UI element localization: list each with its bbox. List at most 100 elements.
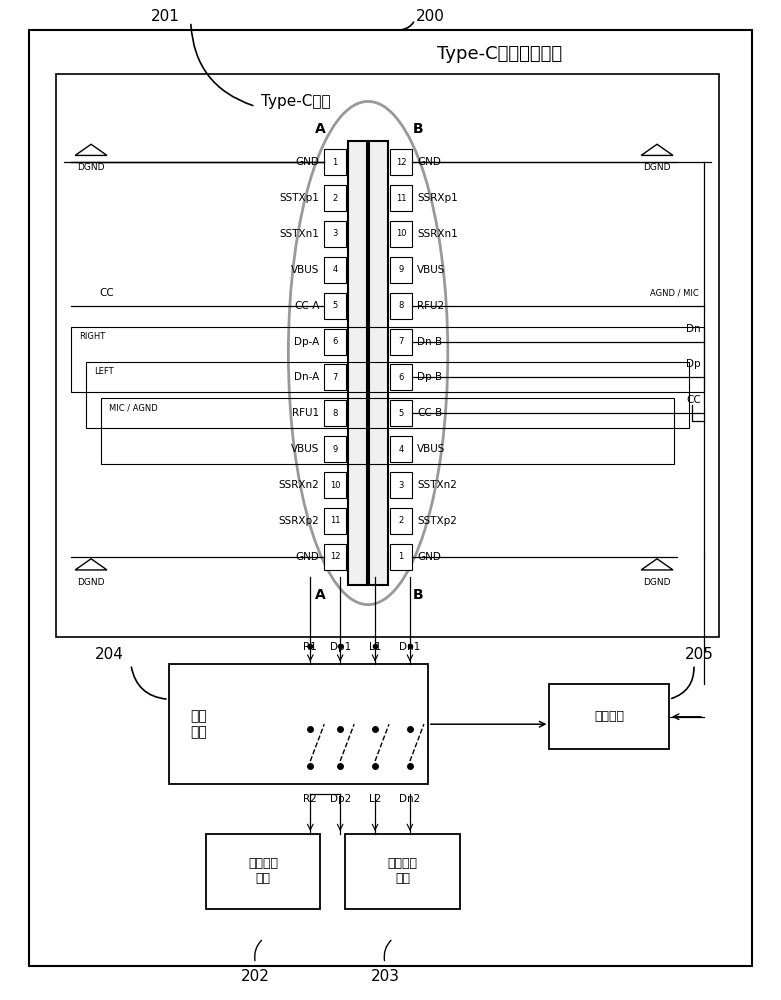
Text: R1: R1 bbox=[303, 642, 317, 652]
Text: B: B bbox=[412, 122, 423, 136]
Text: 202: 202 bbox=[241, 969, 270, 984]
Text: Dn: Dn bbox=[686, 324, 701, 334]
Bar bbox=[324, 400, 346, 426]
Text: L2: L2 bbox=[369, 794, 381, 804]
Text: SSTXp1: SSTXp1 bbox=[280, 193, 319, 203]
Bar bbox=[86, 362, 689, 428]
Bar bbox=[324, 544, 346, 570]
Text: DGND: DGND bbox=[77, 578, 105, 587]
Bar bbox=[56, 74, 719, 637]
Text: Type-C接口控制电路: Type-C接口控制电路 bbox=[437, 45, 562, 63]
Text: Dn-B: Dn-B bbox=[417, 337, 442, 347]
Text: CC: CC bbox=[686, 395, 701, 405]
Text: SSTXn1: SSTXn1 bbox=[280, 229, 319, 239]
Text: GND: GND bbox=[417, 552, 440, 562]
Bar bbox=[390, 364, 412, 390]
Text: 检测模块: 检测模块 bbox=[594, 710, 624, 723]
Text: L1: L1 bbox=[369, 642, 381, 652]
Bar bbox=[324, 508, 346, 534]
Text: 201: 201 bbox=[152, 9, 180, 24]
Text: Dp-A: Dp-A bbox=[294, 337, 319, 347]
Text: Dn-A: Dn-A bbox=[294, 372, 319, 382]
Text: GND: GND bbox=[417, 157, 440, 167]
Text: 2: 2 bbox=[333, 194, 338, 203]
Bar bbox=[390, 257, 412, 283]
Text: RFU2: RFU2 bbox=[417, 301, 444, 311]
Text: CC: CC bbox=[99, 288, 114, 298]
Text: MIC / AGND: MIC / AGND bbox=[109, 403, 158, 412]
Text: Dp2: Dp2 bbox=[330, 794, 351, 804]
Text: SSRXp2: SSRXp2 bbox=[279, 516, 319, 526]
Text: 9: 9 bbox=[333, 445, 338, 454]
Text: 8: 8 bbox=[398, 301, 404, 310]
Text: 200: 200 bbox=[415, 9, 444, 24]
Bar bbox=[549, 684, 669, 749]
Text: DGND: DGND bbox=[644, 163, 671, 172]
Text: 10: 10 bbox=[396, 229, 406, 238]
Text: 开关
模块: 开关 模块 bbox=[191, 709, 207, 739]
Text: 10: 10 bbox=[330, 481, 341, 490]
Text: GND: GND bbox=[295, 552, 319, 562]
Bar bbox=[345, 834, 460, 909]
Text: LEFT: LEFT bbox=[94, 367, 114, 376]
Text: 6: 6 bbox=[398, 373, 404, 382]
Text: SSRXn2: SSRXn2 bbox=[279, 480, 319, 490]
Text: 7: 7 bbox=[398, 337, 404, 346]
Bar bbox=[324, 472, 346, 498]
Bar bbox=[348, 141, 367, 585]
Text: A: A bbox=[315, 122, 326, 136]
Bar bbox=[324, 329, 346, 355]
Bar bbox=[324, 257, 346, 283]
Text: 第二传输
模块: 第二传输 模块 bbox=[387, 857, 418, 885]
Bar bbox=[324, 364, 346, 390]
Text: CC-A: CC-A bbox=[294, 301, 319, 311]
Text: Dp: Dp bbox=[686, 359, 701, 369]
Text: 203: 203 bbox=[370, 969, 400, 984]
Text: B: B bbox=[412, 588, 423, 602]
Text: DGND: DGND bbox=[644, 578, 671, 587]
Text: 5: 5 bbox=[333, 301, 338, 310]
Bar bbox=[390, 472, 412, 498]
Text: Type-C接口: Type-C接口 bbox=[261, 94, 330, 109]
Bar bbox=[324, 436, 346, 462]
Text: GND: GND bbox=[295, 157, 319, 167]
Bar bbox=[369, 141, 388, 585]
Text: 3: 3 bbox=[333, 229, 338, 238]
Text: CC-B: CC-B bbox=[417, 408, 442, 418]
Text: Dn1: Dn1 bbox=[399, 642, 420, 652]
Text: RIGHT: RIGHT bbox=[79, 332, 105, 341]
Bar bbox=[71, 327, 704, 392]
Bar bbox=[324, 221, 346, 247]
Bar bbox=[390, 400, 412, 426]
Text: 6: 6 bbox=[333, 337, 338, 346]
Text: 205: 205 bbox=[684, 647, 713, 662]
Text: 1: 1 bbox=[333, 158, 338, 167]
Bar bbox=[324, 185, 346, 211]
Bar bbox=[205, 834, 320, 909]
Bar bbox=[390, 436, 412, 462]
Text: VBUS: VBUS bbox=[417, 265, 445, 275]
Bar bbox=[324, 149, 346, 175]
Text: 11: 11 bbox=[330, 516, 341, 525]
Text: 4: 4 bbox=[333, 265, 338, 274]
Text: SSTXn2: SSTXn2 bbox=[417, 480, 457, 490]
Text: 1: 1 bbox=[398, 552, 404, 561]
Text: VBUS: VBUS bbox=[291, 444, 319, 454]
Text: 第一传输
模块: 第一传输 模块 bbox=[248, 857, 278, 885]
Text: 3: 3 bbox=[398, 481, 404, 490]
Text: RFU1: RFU1 bbox=[292, 408, 319, 418]
Bar bbox=[390, 185, 412, 211]
Text: VBUS: VBUS bbox=[291, 265, 319, 275]
Text: VBUS: VBUS bbox=[417, 444, 445, 454]
Text: SSRXn1: SSRXn1 bbox=[417, 229, 458, 239]
Bar bbox=[390, 508, 412, 534]
Text: 8: 8 bbox=[333, 409, 338, 418]
Text: Dp1: Dp1 bbox=[330, 642, 351, 652]
Bar bbox=[324, 293, 346, 319]
Text: R2: R2 bbox=[303, 794, 317, 804]
Text: 2: 2 bbox=[398, 516, 404, 525]
Text: 12: 12 bbox=[396, 158, 406, 167]
Text: Dp-B: Dp-B bbox=[417, 372, 442, 382]
Bar bbox=[390, 149, 412, 175]
Text: SSRXp1: SSRXp1 bbox=[417, 193, 458, 203]
